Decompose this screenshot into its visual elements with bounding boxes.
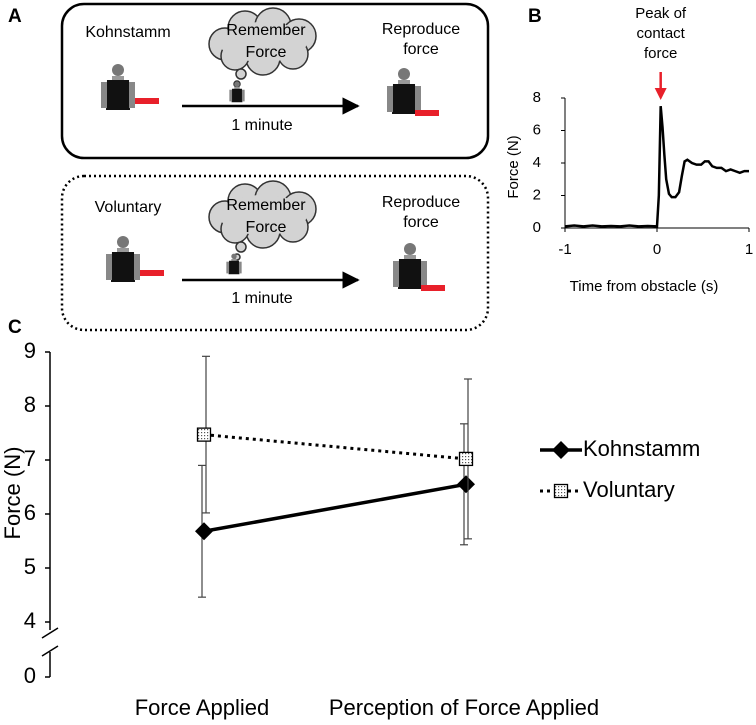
condition-box: Kohnstamm Remember Force 1 minute Reprod… bbox=[60, 2, 490, 160]
y-tick-label: 8 bbox=[24, 392, 36, 417]
contact-force-chart: 0 2 4 6 8 -1 0 1 Force (N) Time from obstacle (s)… bbox=[505, 5, 753, 295]
x-tick-label: -1 bbox=[558, 241, 571, 258]
annotation: contact bbox=[636, 25, 685, 42]
y-tick-label: 7 bbox=[24, 446, 36, 471]
condition-name: Kohnstamm bbox=[85, 24, 170, 41]
y-tick-label: 8 bbox=[533, 89, 541, 106]
annotation: force bbox=[644, 45, 677, 62]
x-axis-label: Time from obstacle (s) bbox=[570, 278, 719, 295]
y-tick-label: 6 bbox=[24, 500, 36, 525]
legend-marker bbox=[552, 441, 570, 459]
series-line bbox=[203, 482, 467, 534]
thought-text: Remember bbox=[226, 197, 306, 214]
data-point bbox=[458, 451, 474, 467]
y-tick-label: 2 bbox=[533, 186, 541, 203]
interval-text: 1 minute bbox=[231, 290, 292, 307]
y-tick-label: 6 bbox=[533, 121, 541, 138]
y-axis-label: Force (N) bbox=[505, 135, 522, 198]
legend-marker bbox=[553, 483, 569, 499]
x-tick-label: 0 bbox=[653, 241, 661, 258]
axis-break bbox=[41, 645, 59, 657]
thought-text: Force bbox=[246, 44, 287, 61]
y-tick-label: 9 bbox=[24, 338, 36, 363]
legend-label: Kohnstamm bbox=[583, 436, 700, 461]
force-comparison-chart: 4 5 6 7 8 9 0 Force (N) Force Applied Perception … bbox=[0, 338, 700, 720]
y-axis-label: Force (N) bbox=[0, 447, 25, 540]
axis-break bbox=[41, 627, 59, 639]
thought-text: Force bbox=[246, 219, 287, 236]
y-tick-label: 0 bbox=[533, 219, 541, 236]
thought-text: Remember bbox=[226, 22, 306, 39]
data-point bbox=[195, 522, 213, 541]
legend-label: Voluntary bbox=[583, 477, 675, 502]
action-text: Reproduce bbox=[382, 21, 460, 38]
annotation-arrowhead bbox=[654, 88, 667, 100]
action-text: force bbox=[403, 41, 439, 58]
condition-name: Voluntary bbox=[95, 199, 162, 216]
action-text: force bbox=[403, 214, 439, 231]
y-tick-label: 5 bbox=[24, 554, 36, 579]
y-tick-label: 0 bbox=[24, 663, 36, 688]
series-line bbox=[203, 433, 467, 461]
panel-label: A bbox=[8, 6, 22, 27]
panel-label: B bbox=[528, 6, 542, 27]
y-tick-label: 4 bbox=[533, 154, 541, 171]
panel-label: C bbox=[8, 317, 22, 338]
condition-box: Voluntary Remember Force 1 minute Reprod… bbox=[60, 174, 490, 332]
action-text: Reproduce bbox=[382, 194, 460, 211]
data-point bbox=[196, 427, 212, 442]
force-trace bbox=[564, 106, 749, 228]
x-tick-label: Force Applied bbox=[135, 695, 270, 720]
x-tick-label: 1 bbox=[745, 241, 753, 258]
annotation: Peak of bbox=[635, 5, 687, 22]
data-point bbox=[457, 475, 475, 494]
y-tick-label: 4 bbox=[24, 608, 36, 633]
interval-text: 1 minute bbox=[231, 117, 292, 134]
x-tick-label: Perception of Force Applied bbox=[329, 695, 599, 720]
